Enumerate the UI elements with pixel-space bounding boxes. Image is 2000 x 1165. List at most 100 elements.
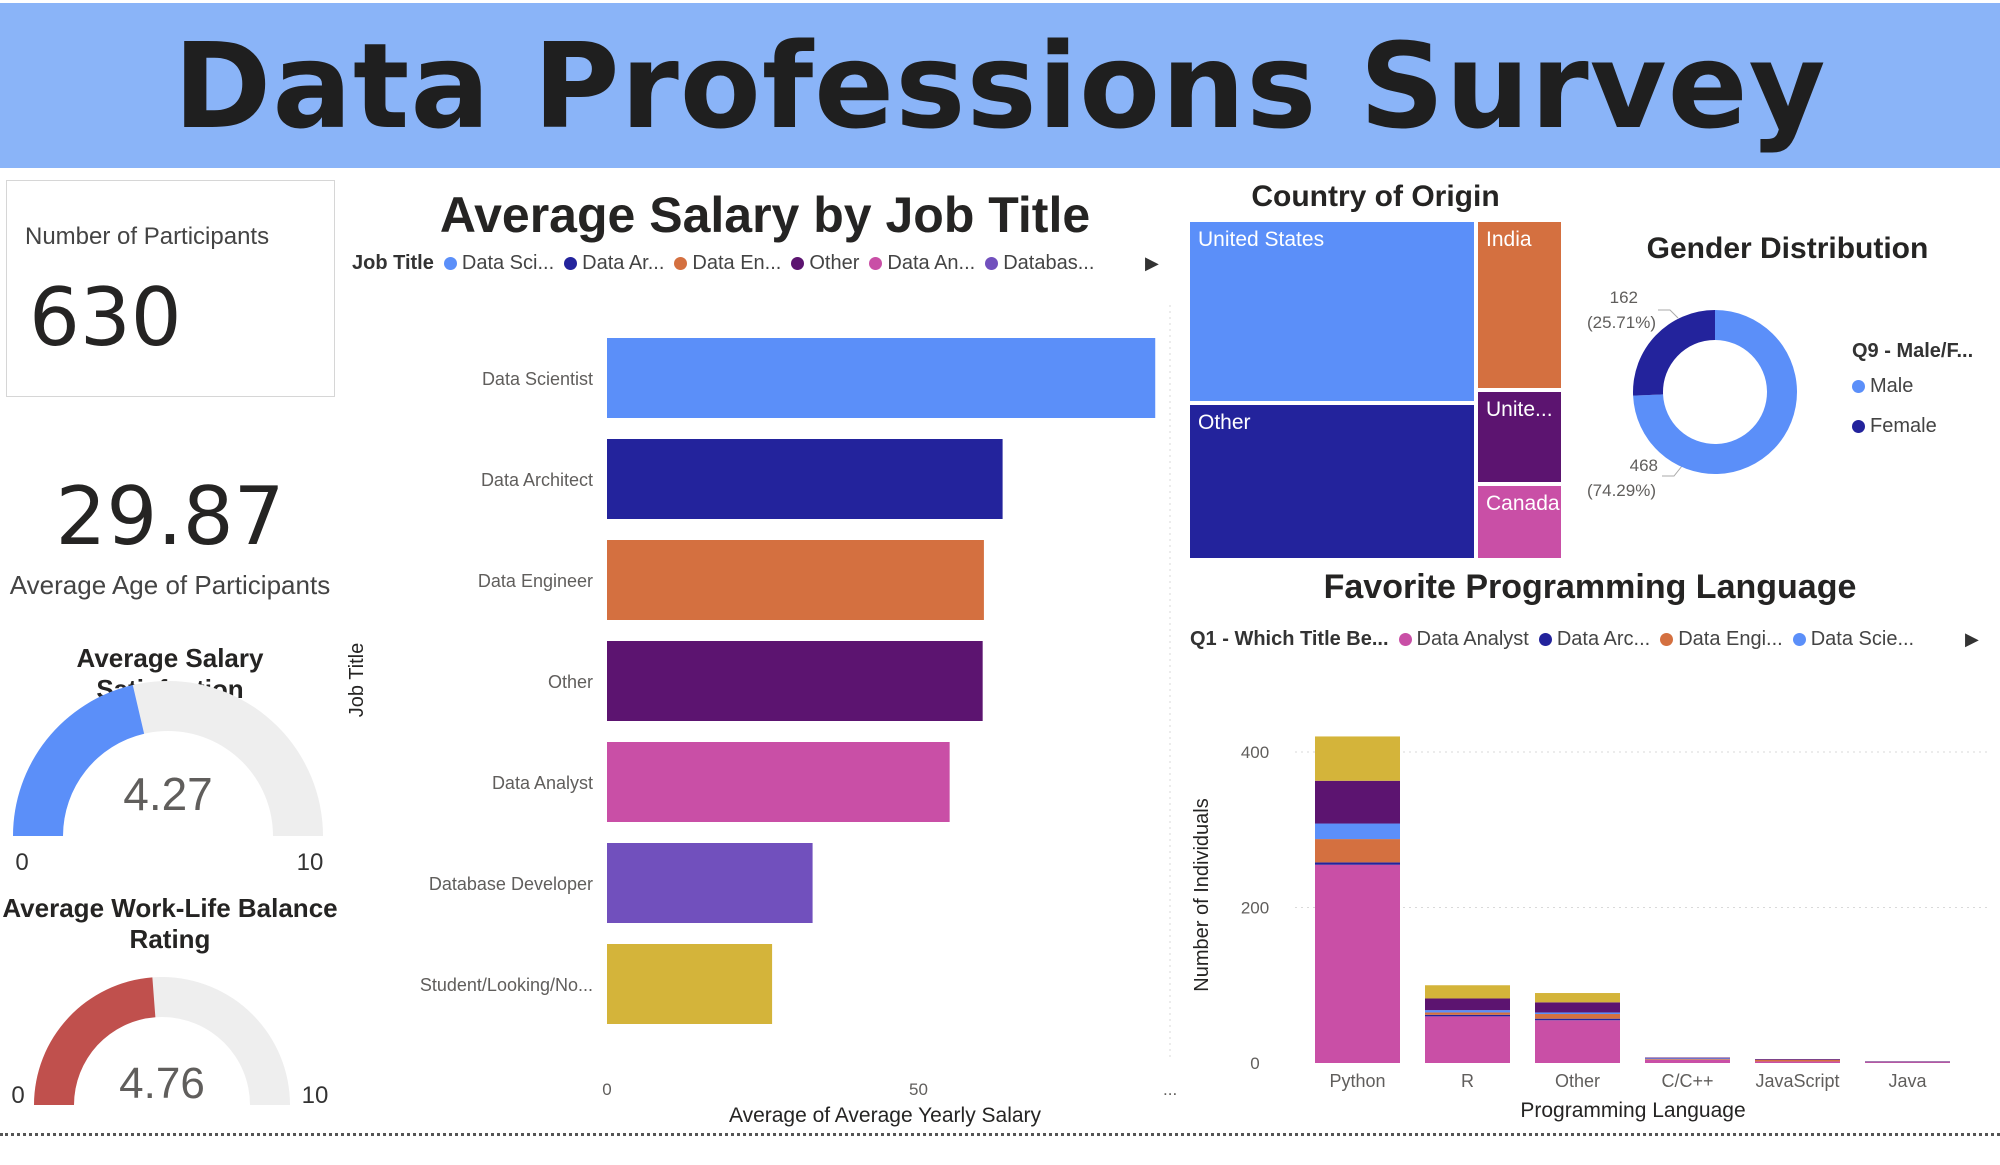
stacked-bar-segment[interactable] bbox=[1315, 864, 1400, 1063]
stacked-bar-segment[interactable] bbox=[1535, 1018, 1620, 1021]
treemap-cell-united-states[interactable]: United States bbox=[1188, 220, 1476, 403]
country-title: Country of Origin bbox=[1251, 180, 1500, 213]
country-treemap[interactable]: United States India Other Unite... Canad… bbox=[1188, 220, 1563, 560]
work-life-title: Average Work-Life Balance Rating bbox=[0, 893, 340, 955]
work-life-gauge[interactable]: 4.76 0 10 bbox=[0, 965, 340, 1115]
legend-item-female[interactable]: Female bbox=[1852, 415, 1963, 438]
y-axis-label: Job Title bbox=[346, 643, 368, 717]
language-stacked-bar-chart[interactable]: 0 200 400 Python R Other C/C++ JavaScript Java Pr… bbox=[1185, 690, 1995, 1130]
donut-slice-female[interactable] bbox=[1633, 310, 1715, 396]
stacked-bar-segment[interactable] bbox=[1645, 1059, 1730, 1063]
stacked-bar-segment[interactable] bbox=[1645, 1057, 1730, 1059]
legend-item[interactable]: Data Arc... bbox=[1538, 628, 1651, 651]
gender-legend: Q9 - Male/F... Male Female bbox=[1852, 340, 1973, 438]
x-tick-label: C/C++ bbox=[1661, 1071, 1713, 1091]
y-tick-label: 400 bbox=[1241, 743, 1269, 762]
legend-label: Male bbox=[1870, 375, 1914, 397]
gauge-fill bbox=[34, 977, 156, 1105]
stacked-bar-segment[interactable] bbox=[1315, 839, 1400, 863]
stacked-bar-segment[interactable] bbox=[1535, 1014, 1620, 1019]
legend-label: Databas... bbox=[1003, 252, 1095, 274]
donut-slice-male[interactable] bbox=[1633, 310, 1797, 474]
stacked-bar-segment[interactable] bbox=[1315, 862, 1400, 865]
legend-label: Other bbox=[809, 252, 860, 274]
participants-value: 630 bbox=[29, 271, 182, 364]
stacked-bar-segment[interactable] bbox=[1865, 1062, 1950, 1063]
y-tick-label: Data Analyst bbox=[492, 773, 593, 793]
stacked-bar-segment[interactable] bbox=[1315, 780, 1400, 824]
salary-bar[interactable] bbox=[607, 540, 984, 620]
treemap-cell-other[interactable]: Other bbox=[1188, 403, 1476, 560]
salary-bar[interactable] bbox=[607, 742, 950, 822]
legend-item-male[interactable]: Male bbox=[1852, 375, 1963, 398]
stacked-bar-segment[interactable] bbox=[1535, 1012, 1620, 1015]
legend-item[interactable]: Data An... bbox=[869, 252, 975, 275]
male-count-label: 468 bbox=[1630, 456, 1658, 475]
stacked-bar-segment[interactable] bbox=[1425, 998, 1510, 1011]
salary-satisfaction-gauge[interactable]: 4.27 0 10 bbox=[0, 680, 340, 880]
salary-chart-legend: Job Title Data Sci... Data Ar... Data En..… bbox=[352, 252, 1104, 275]
stacked-bar-segment[interactable] bbox=[1865, 1061, 1950, 1063]
stacked-bar-segment[interactable] bbox=[1315, 736, 1400, 781]
stacked-bar-segment[interactable] bbox=[1645, 1058, 1730, 1060]
stacked-bar-segment[interactable] bbox=[1425, 1012, 1510, 1015]
salary-bar[interactable] bbox=[607, 439, 1003, 519]
stacked-bar-segment[interactable] bbox=[1645, 1059, 1730, 1060]
legend-item[interactable]: Data Engi... bbox=[1660, 628, 1783, 651]
treemap-cell-india[interactable]: India bbox=[1476, 220, 1563, 390]
gauge-max: 10 bbox=[297, 849, 324, 876]
avg-age-label: Average Age of Participants bbox=[9, 570, 331, 600]
stacked-bar-segment[interactable] bbox=[1425, 1016, 1510, 1063]
stacked-bar-segment[interactable] bbox=[1535, 1020, 1620, 1063]
avg-age-value: 29.87 bbox=[55, 470, 285, 563]
y-tick-label: Student/Looking/No... bbox=[420, 975, 593, 995]
stacked-bar-segment[interactable] bbox=[1425, 1014, 1510, 1017]
gauge-min: 0 bbox=[11, 1082, 24, 1109]
stacked-bar-segment[interactable] bbox=[1315, 823, 1400, 840]
y-tick-label: Other bbox=[548, 672, 593, 692]
page-title: Data Professions Survey bbox=[173, 16, 1827, 155]
gauge-value: 4.76 bbox=[119, 1059, 205, 1108]
work-life-title-line2: Rating bbox=[129, 924, 211, 954]
gender-donut-chart[interactable]: 162 (25.71%) 468 (74.29%) bbox=[1570, 280, 1830, 510]
header-banner: Data Professions Survey bbox=[0, 3, 2000, 168]
participants-card[interactable]: Number of Participants 630 bbox=[6, 180, 335, 397]
legend-item[interactable]: Data Ar... bbox=[564, 252, 664, 275]
treemap-cell-canada[interactable]: Canada bbox=[1476, 484, 1563, 560]
x-tick-label: R bbox=[1461, 1071, 1474, 1091]
legend-dot bbox=[869, 257, 883, 270]
legend-item[interactable]: Other bbox=[791, 252, 859, 275]
stacked-bar-segment[interactable] bbox=[1755, 1059, 1840, 1062]
y-tick-label: Database Developer bbox=[429, 874, 593, 894]
legend-item[interactable]: Data Analyst bbox=[1398, 628, 1529, 651]
salary-bar[interactable] bbox=[607, 641, 983, 721]
legend-item[interactable]: Data En... bbox=[674, 252, 781, 275]
stacked-bar-segment[interactable] bbox=[1535, 993, 1620, 1003]
salary-bar[interactable] bbox=[607, 843, 813, 923]
treemap-cell-united-kingdom[interactable]: Unite... bbox=[1476, 390, 1563, 484]
legend-item[interactable]: Data Scie... bbox=[1792, 628, 1914, 651]
legend-item[interactable]: Data Sci... bbox=[443, 252, 554, 275]
gauge-max: 10 bbox=[302, 1082, 329, 1109]
language-legend: Q1 - Which Title Be... Data Analyst Data … bbox=[1190, 628, 1924, 651]
female-count-label: 162 bbox=[1610, 288, 1638, 307]
salary-bar[interactable] bbox=[607, 338, 1156, 418]
gauge-min: 0 bbox=[15, 849, 28, 876]
y-axis-label: Number of Individuals bbox=[1191, 798, 1213, 991]
x-tick-label: JavaScript bbox=[1755, 1071, 1839, 1091]
stacked-bar-segment[interactable] bbox=[1425, 985, 1510, 999]
salary-bar-chart[interactable]: Data Scientist Data Architect Data Enginee… bbox=[345, 290, 1185, 1130]
x-tick-label: Java bbox=[1888, 1071, 1927, 1091]
legend-label: Data Arc... bbox=[1556, 628, 1651, 650]
stacked-bar-segment[interactable] bbox=[1535, 1002, 1620, 1013]
stacked-bar-segment[interactable] bbox=[1755, 1059, 1840, 1060]
legend-next-arrow[interactable]: ▶ bbox=[1145, 253, 1159, 274]
stacked-bar-segment[interactable] bbox=[1755, 1061, 1840, 1063]
legend-dot bbox=[564, 257, 578, 270]
legend-item[interactable]: Databas... bbox=[985, 252, 1094, 275]
salary-chart-title: Average Salary by Job Title bbox=[439, 187, 1091, 243]
stacked-bar-segment[interactable] bbox=[1425, 1010, 1510, 1013]
legend-next-arrow[interactable]: ▶ bbox=[1965, 629, 1979, 650]
salary-bar[interactable] bbox=[607, 944, 773, 1024]
legend-label: Data An... bbox=[887, 252, 976, 274]
